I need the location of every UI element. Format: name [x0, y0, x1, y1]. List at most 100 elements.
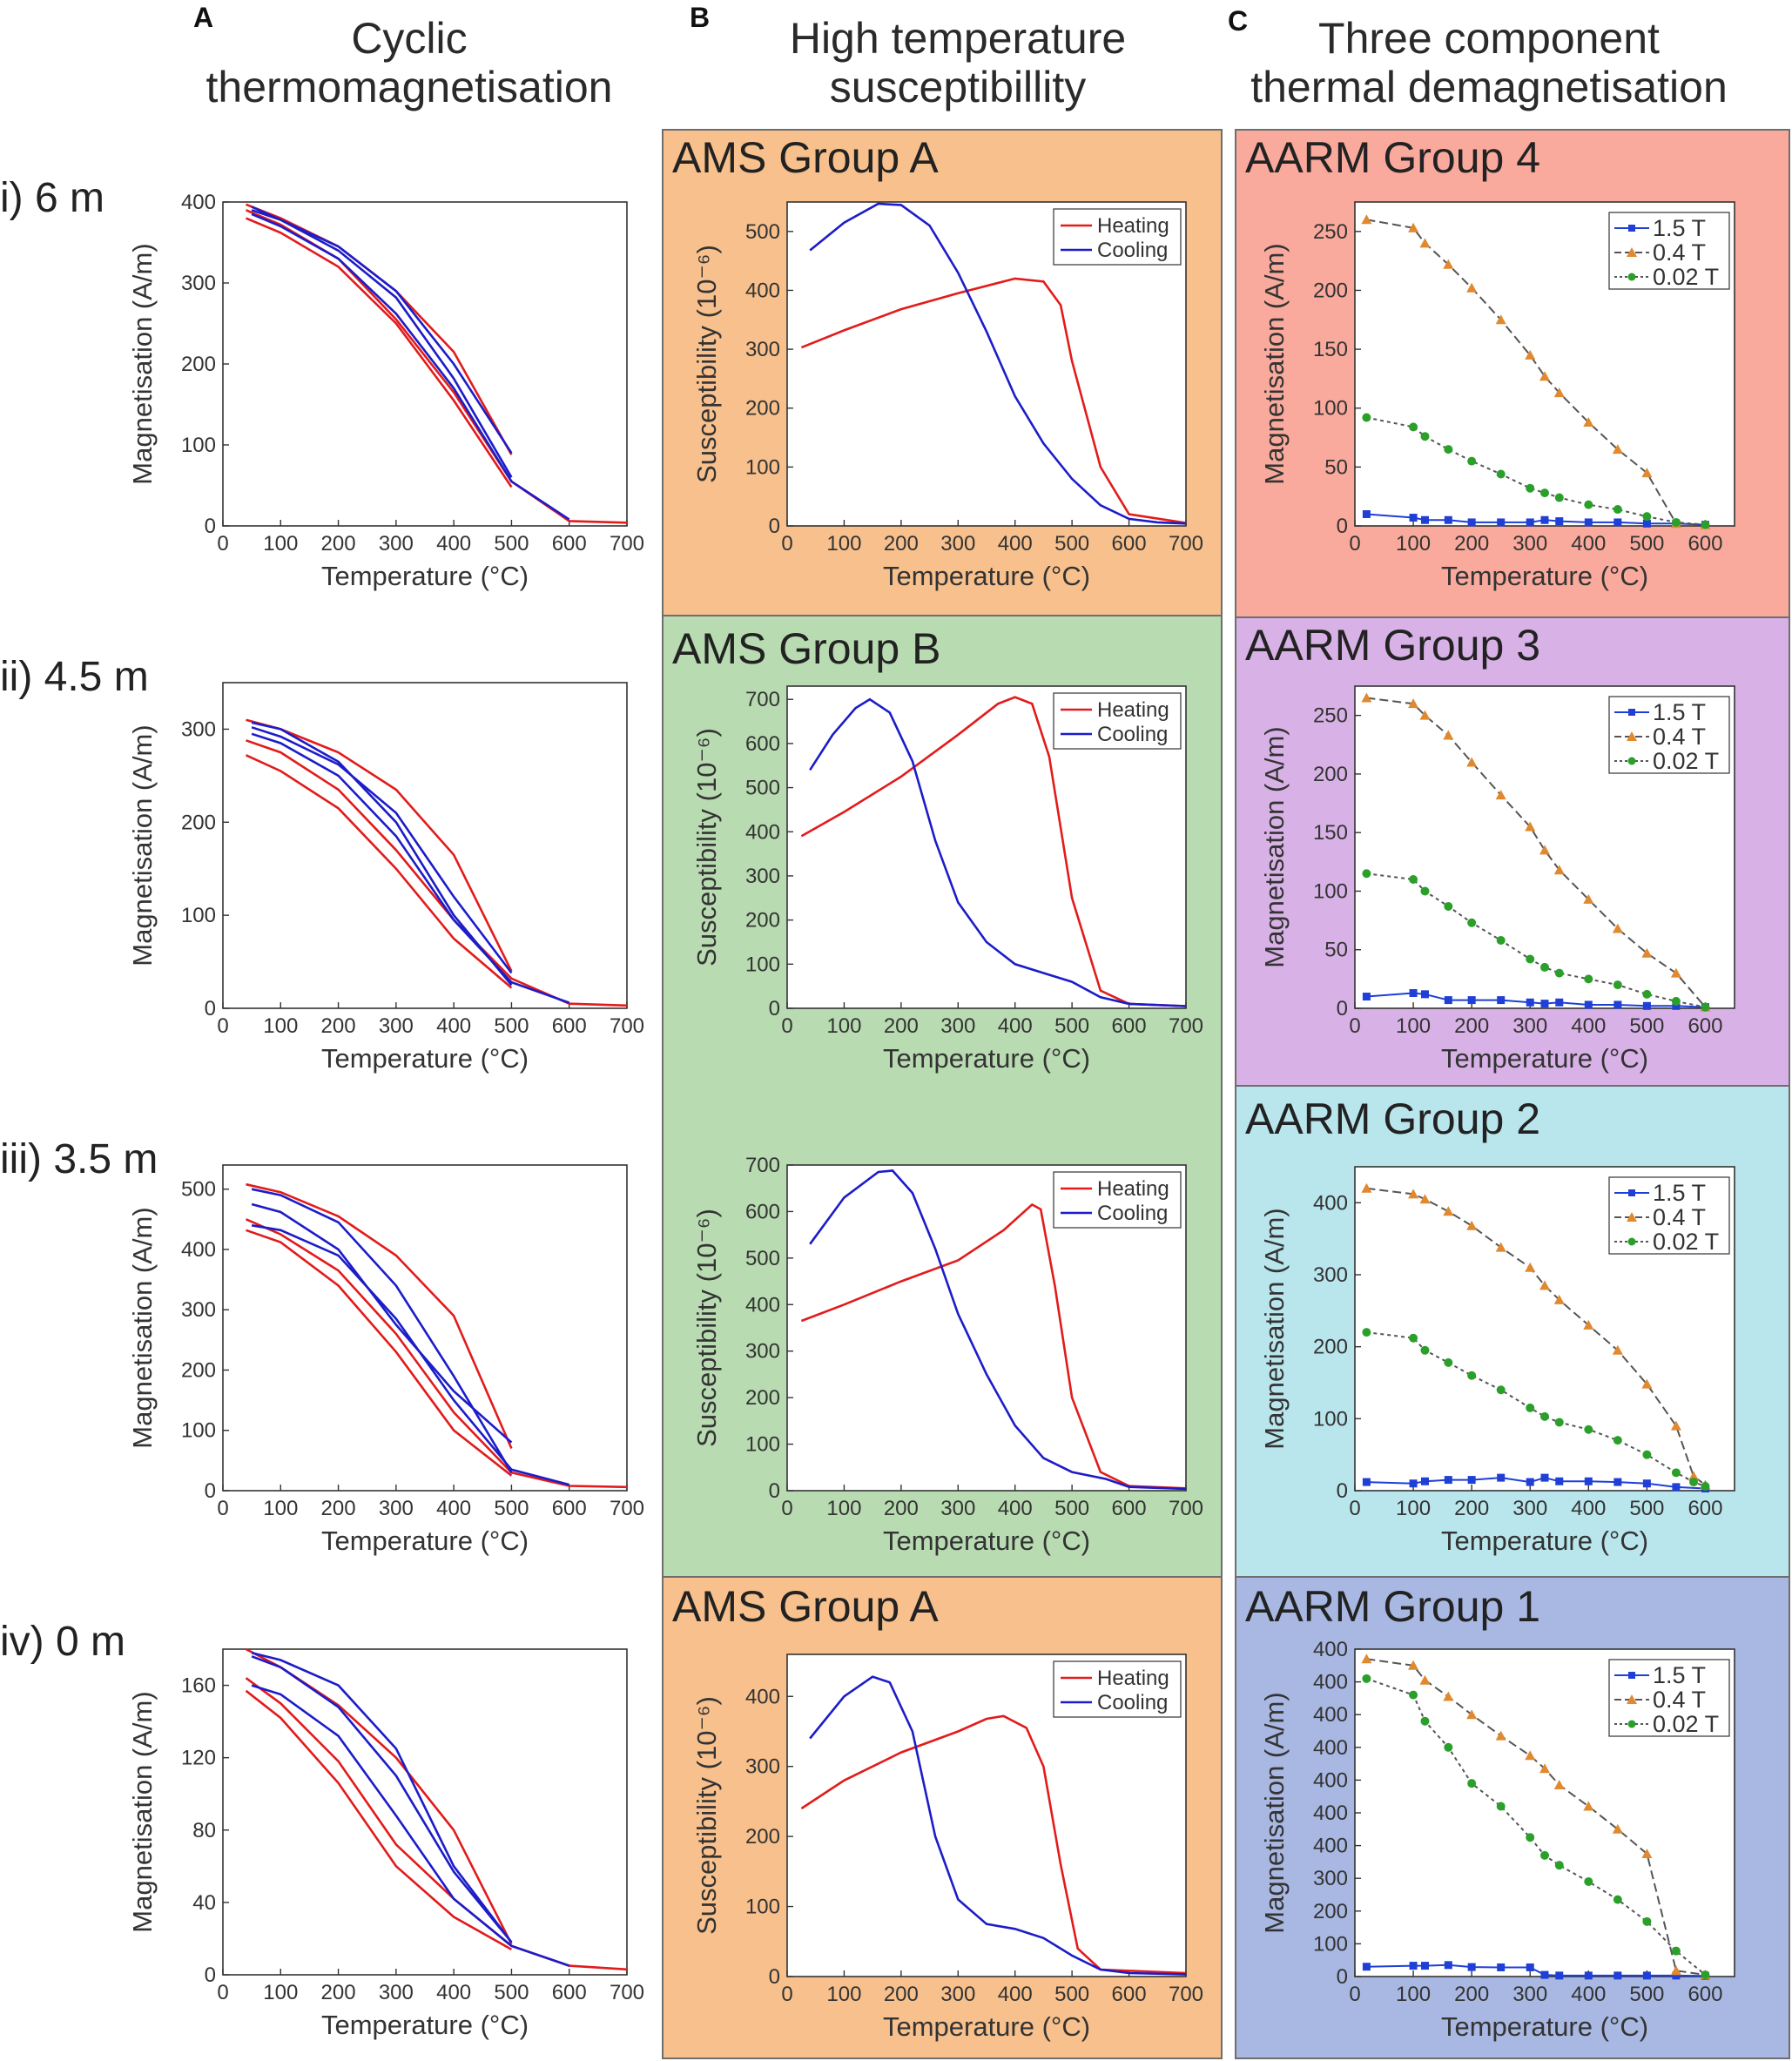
ams-group-title: AMS Group B: [672, 624, 941, 673]
x-tick-label: 200: [1454, 1983, 1489, 2006]
legend-label: Cooling: [1097, 239, 1168, 262]
data-point: [1444, 901, 1453, 911]
data-point: [1409, 1962, 1418, 1970]
data-point: [1642, 989, 1652, 999]
y-tick-label: 50: [1324, 455, 1348, 479]
data-point: [1467, 1779, 1477, 1788]
data-point: [1361, 1654, 1372, 1664]
chart-B2: 0 100 200 300 400 500 600 700 0 100 200 300 400 500 60…: [691, 685, 1203, 1074]
data-point: [1613, 505, 1622, 515]
x-tick-label: 0: [781, 1497, 792, 1520]
data-point: [1466, 757, 1478, 767]
data-point: [1642, 1479, 1651, 1488]
data-point: [1420, 886, 1430, 896]
y-tick-label: 400: [1313, 1736, 1348, 1760]
data-point: [1443, 1691, 1454, 1701]
data-point: [1525, 1750, 1536, 1761]
y-tick-label: 0: [1337, 1965, 1348, 1989]
data-point: [1467, 1371, 1477, 1380]
x-tick-label: 200: [884, 1983, 919, 2006]
x-tick-label: 100: [826, 1497, 861, 1520]
x-tick-label: 400: [436, 532, 471, 556]
data-point: [1540, 1473, 1549, 1482]
y-tick-label: 250: [1313, 704, 1348, 728]
x-tick-label: 500: [1054, 1014, 1089, 1038]
series-line: [809, 202, 1186, 525]
x-tick-label: 500: [1629, 1497, 1664, 1520]
y-tick-label: 400: [1313, 1191, 1348, 1215]
x-tick-label: 400: [436, 1981, 471, 2004]
data-point: [1497, 996, 1506, 1005]
y-tick-label: 100: [745, 455, 780, 479]
x-tick-label: 200: [321, 1497, 356, 1520]
data-point: [1613, 1895, 1622, 1904]
y-axis-label: Magnetisation (A/m): [127, 1207, 158, 1448]
data-point: [1584, 1477, 1593, 1485]
x-tick-label: 600: [1112, 532, 1147, 556]
x-tick-label: 600: [1688, 1014, 1722, 1038]
y-tick-label: 400: [1313, 1703, 1348, 1727]
data-point: [1701, 520, 1710, 529]
y-tick-label: 120: [181, 1747, 216, 1770]
x-tick-label: 600: [1112, 1014, 1147, 1038]
x-tick-label: 700: [1169, 532, 1203, 556]
y-tick-label: 200: [1313, 763, 1348, 786]
data-point: [1420, 1345, 1430, 1355]
x-tick-label: 400: [436, 1014, 471, 1038]
data-point: [1420, 515, 1429, 524]
data-point: [1409, 875, 1418, 884]
x-tick-label: 0: [781, 532, 792, 556]
y-tick-label: 400: [1313, 1835, 1348, 1858]
x-tick-label: 100: [1396, 1983, 1431, 2006]
data-point: [1540, 1970, 1549, 1979]
legend-label: Heating: [1097, 1667, 1169, 1690]
x-tick-label: 700: [610, 1014, 644, 1038]
x-tick-label: 700: [610, 1981, 644, 2004]
data-point: [1642, 1916, 1652, 1926]
data-point: [1540, 1411, 1549, 1421]
y-axis-label: Susceptibility (10⁻⁶): [691, 1696, 722, 1935]
data-point: [1584, 518, 1593, 527]
data-point: [1361, 214, 1372, 225]
series-line: [251, 1224, 570, 1486]
data-point: [1670, 967, 1681, 978]
series-line: [800, 277, 1186, 524]
y-tick-label: 0: [769, 997, 780, 1020]
y-tick-label: 300: [1313, 1263, 1348, 1287]
data-point: [1526, 518, 1534, 527]
y-tick-label: 300: [745, 1755, 780, 1779]
series-line: [800, 1714, 1186, 1975]
legend-marker: [1627, 1212, 1637, 1222]
legend-marker: [1627, 1720, 1636, 1728]
y-tick-label: 0: [769, 1479, 780, 1503]
data-point: [1496, 1385, 1506, 1395]
data-point: [1408, 1189, 1419, 1199]
x-axis-label: Temperature (°C): [883, 561, 1090, 591]
data-point: [1672, 1483, 1681, 1492]
data-point: [1554, 1861, 1564, 1870]
data-point: [1553, 865, 1565, 875]
x-tick-label: 300: [940, 1983, 975, 2006]
data-point: [1443, 730, 1454, 740]
aarm-group-title: AARM Group 4: [1245, 133, 1541, 182]
x-tick-label: 500: [1054, 532, 1089, 556]
data-point: [1362, 869, 1371, 879]
y-tick-label: 80: [192, 1819, 216, 1842]
y-tick-label: 100: [745, 953, 780, 976]
data-point: [1701, 1482, 1710, 1492]
x-tick-label: 0: [781, 1983, 792, 2006]
data-point: [1419, 710, 1431, 720]
x-axis-label: Temperature (°C): [883, 1526, 1090, 1556]
x-tick-label: 300: [940, 532, 975, 556]
y-tick-label: 400: [1313, 1802, 1348, 1825]
series-line: [809, 1675, 1186, 1976]
column-title-b-line1: High temperature: [789, 14, 1127, 63]
y-tick-label: 100: [181, 904, 216, 927]
x-tick-label: 400: [998, 1983, 1033, 2006]
y-tick-label: 0: [205, 997, 216, 1020]
data-point: [1613, 518, 1622, 527]
data-point: [1409, 422, 1418, 432]
y-tick-label: 400: [181, 1238, 216, 1262]
x-tick-label: 500: [494, 1014, 529, 1038]
x-tick-label: 300: [1512, 1983, 1547, 2006]
